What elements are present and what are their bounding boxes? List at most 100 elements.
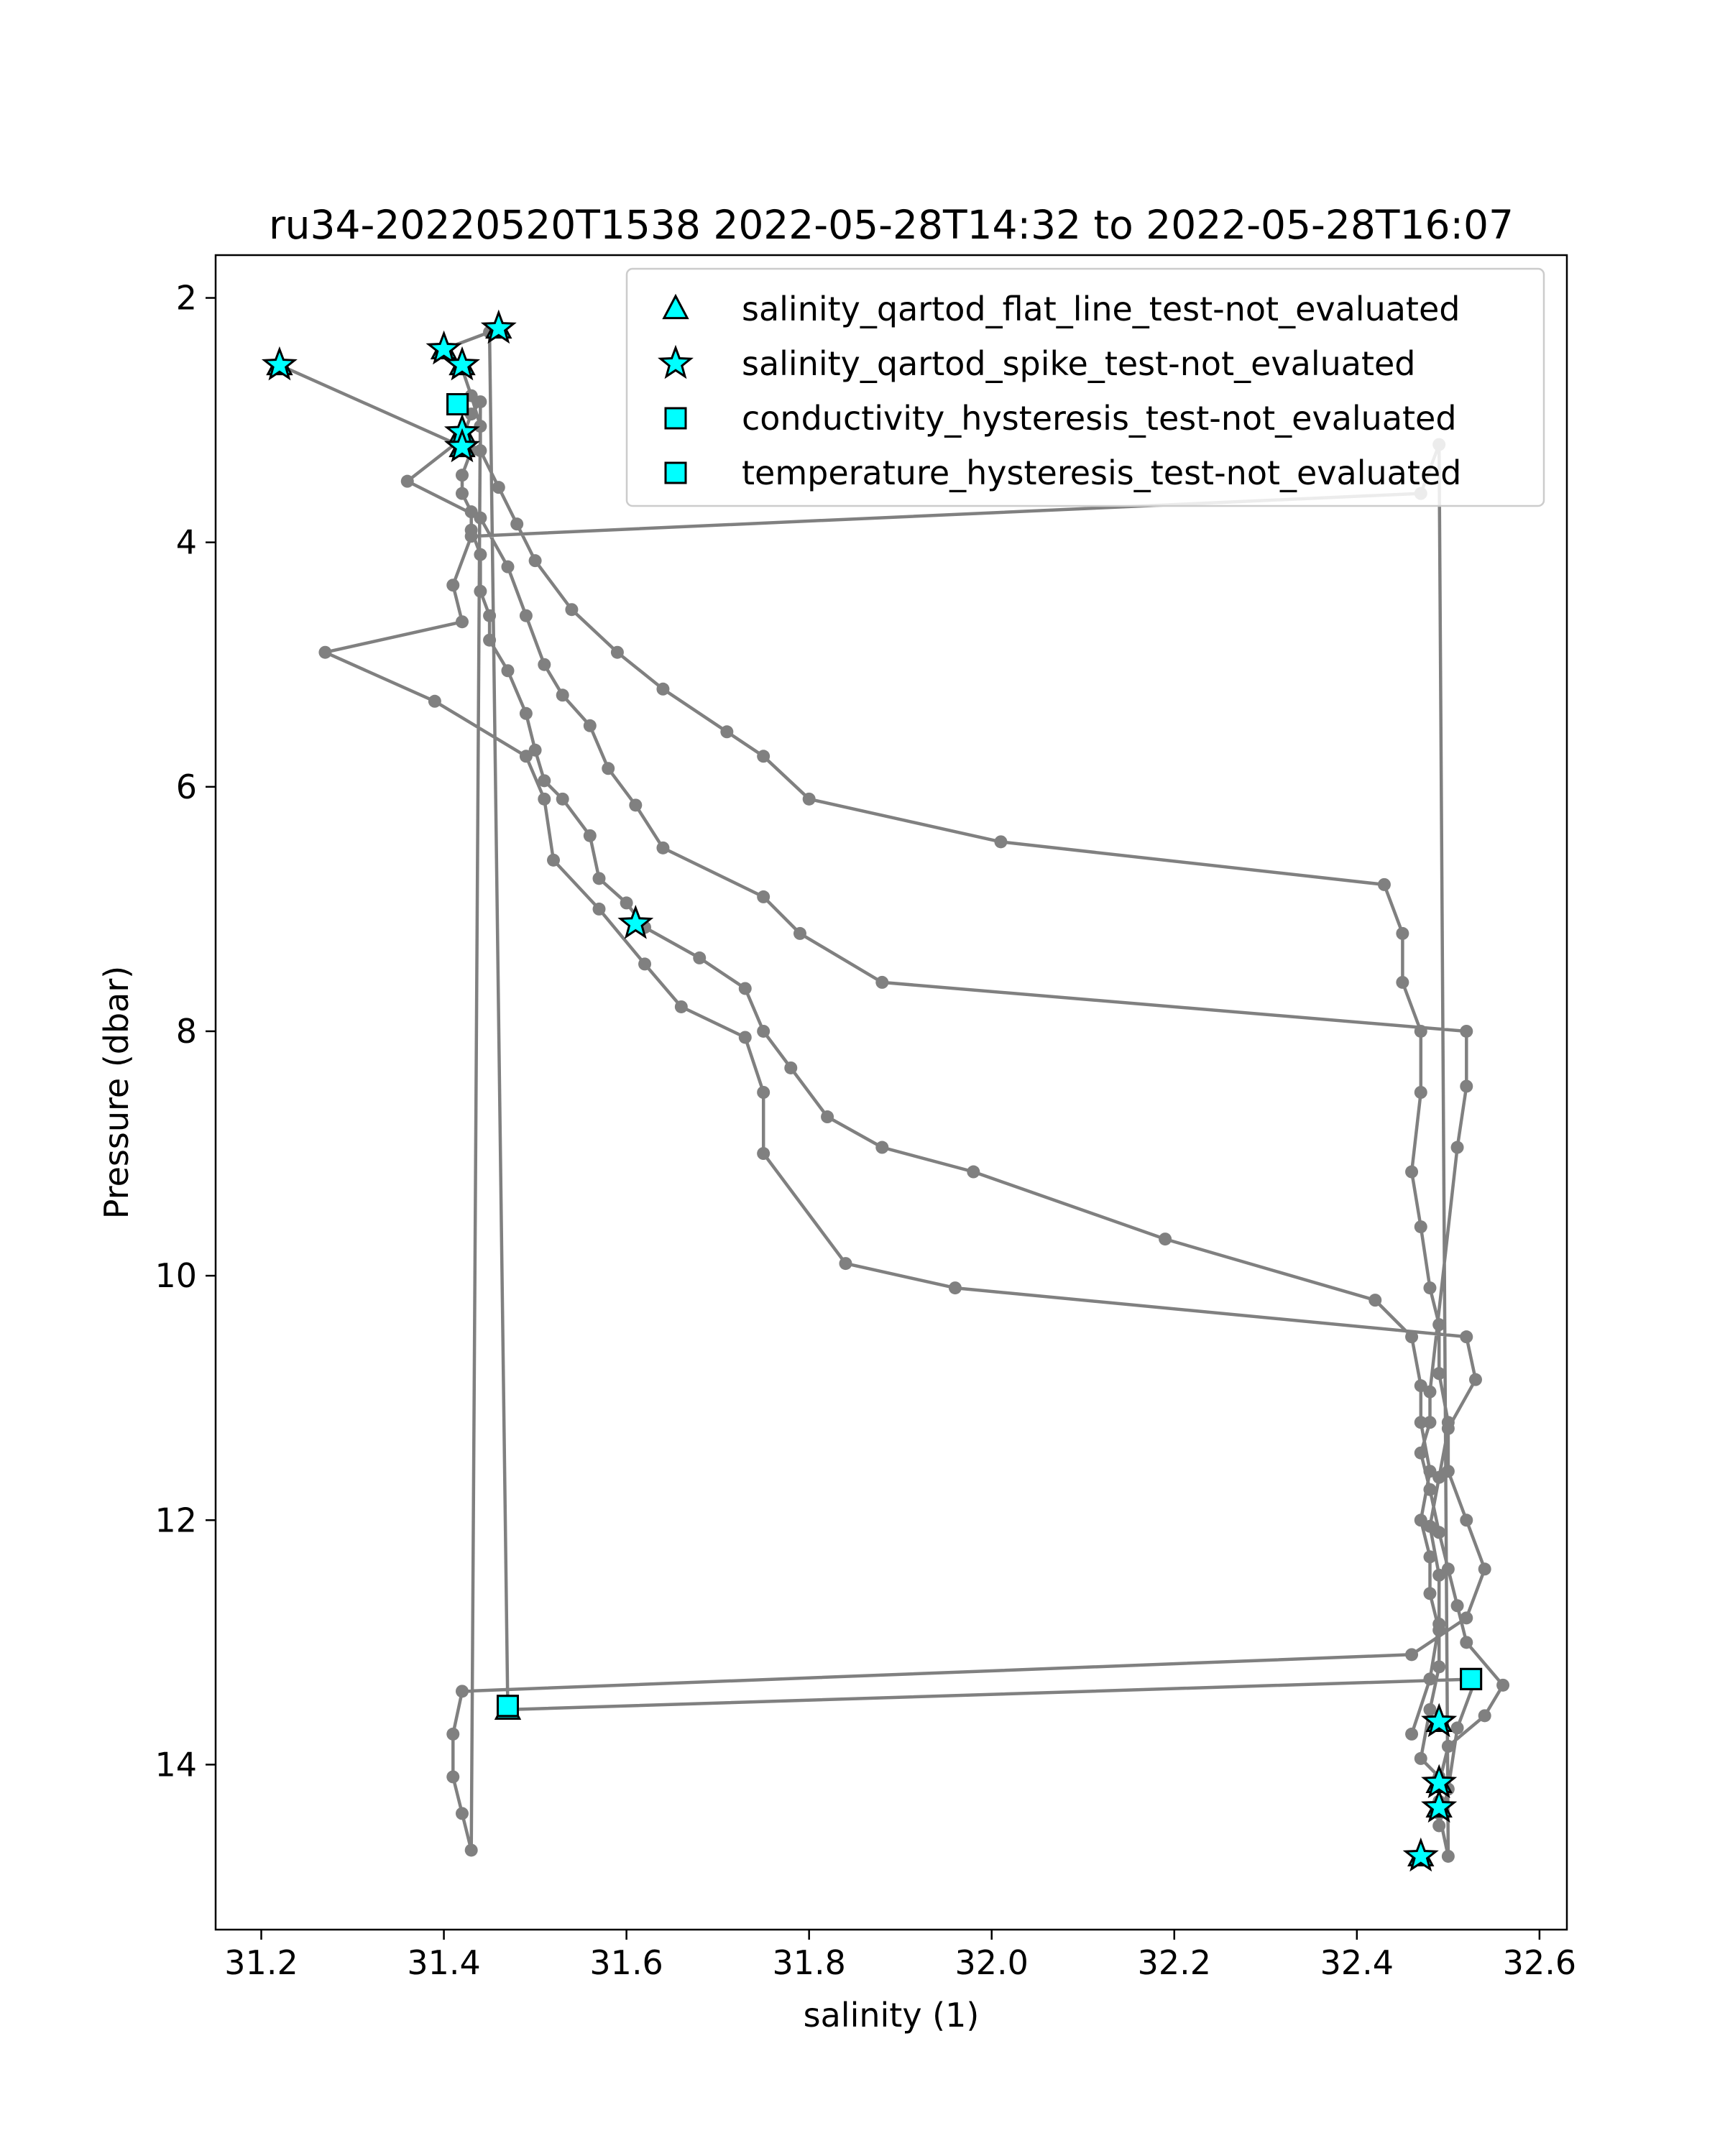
legend: salinity_qartod_flat_line_test-not_evalu… — [625, 267, 1545, 507]
profile-point — [400, 474, 414, 488]
profile-point — [483, 633, 497, 647]
profile-point — [1478, 1709, 1491, 1723]
profile-point — [1432, 1660, 1446, 1674]
chart-title: ru34-20220520T1538 2022-05-28T14:32 to 2… — [269, 202, 1514, 248]
profile-point — [1460, 1611, 1473, 1625]
profile-point — [538, 774, 551, 788]
y-tick-label: 14 — [155, 1745, 197, 1784]
star-marker — [426, 330, 462, 365]
profile-point — [1432, 1617, 1446, 1631]
profile-point — [1423, 1465, 1437, 1478]
profile-point — [1368, 1294, 1382, 1307]
profile-point — [757, 750, 770, 763]
y-tick-label: 2 — [176, 279, 197, 318]
profile-point — [738, 1031, 752, 1044]
legend-label: temperature_hysteresis_test-not_evaluate… — [742, 453, 1461, 492]
profile-point — [1432, 1470, 1446, 1484]
profile-point — [674, 1000, 688, 1013]
profile-point — [1450, 1599, 1464, 1613]
x-tick-label: 31.6 — [589, 1943, 663, 1982]
legend-star-marker — [658, 344, 694, 379]
profile-point — [464, 1843, 478, 1857]
profile-point — [994, 835, 1008, 849]
profile-point — [565, 603, 579, 617]
profile-point — [875, 975, 889, 989]
star-marker — [480, 309, 517, 344]
x-tick-label: 32.4 — [1320, 1943, 1394, 1982]
y-tick-label: 6 — [176, 768, 197, 806]
profile-point — [757, 890, 770, 903]
profile-point — [510, 517, 524, 531]
profile-point — [1423, 1550, 1437, 1564]
profile-point — [757, 1086, 770, 1099]
y-tick-label: 8 — [176, 1012, 197, 1051]
profile-point — [1423, 1416, 1437, 1429]
legend-label: conductivity_hysteresis_test-not_evaluat… — [742, 399, 1457, 438]
profile-point — [757, 1024, 770, 1038]
profile-point — [1441, 1465, 1455, 1478]
legend-label: salinity_qartod_flat_line_test-not_evalu… — [742, 290, 1460, 328]
profile-point — [474, 395, 487, 409]
profile-point — [519, 750, 533, 763]
star-marker — [443, 428, 480, 463]
profile-point — [592, 902, 606, 916]
plot-area — [261, 309, 1510, 1872]
profile-point — [1414, 1220, 1427, 1234]
profile-point — [948, 1281, 962, 1295]
profile-point — [875, 1141, 889, 1154]
profile-point — [1460, 1330, 1473, 1344]
profile-point — [610, 645, 624, 659]
profile-point — [1441, 1849, 1455, 1863]
profile-point — [1460, 1079, 1473, 1093]
profile-point — [474, 548, 487, 561]
profile-point — [592, 872, 606, 885]
profile-point — [1478, 1562, 1491, 1576]
profile-point — [474, 444, 487, 458]
profile-point — [455, 487, 469, 500]
profile-point — [1441, 1739, 1455, 1753]
x-tick-label: 31.4 — [407, 1943, 480, 1982]
profile-point — [720, 725, 734, 739]
x-tick-label: 32.6 — [1503, 1943, 1576, 1982]
profile-point — [1405, 1727, 1419, 1741]
star-marker — [1421, 1788, 1458, 1823]
profile-point — [501, 664, 515, 678]
profile-point — [1432, 1318, 1446, 1332]
profile-point — [528, 743, 542, 757]
profile-point — [1414, 1751, 1427, 1765]
profile-point — [757, 1147, 770, 1161]
profile-point — [1460, 1514, 1473, 1527]
profile-point — [1496, 1678, 1510, 1692]
profile-point — [446, 1770, 460, 1784]
profile-point — [1460, 1024, 1473, 1038]
star-marker — [617, 905, 654, 939]
legend-box — [625, 267, 1545, 507]
profile-point — [519, 609, 533, 622]
profile-point — [492, 481, 505, 494]
profile-point — [538, 658, 551, 671]
profile-point — [1414, 1416, 1427, 1429]
star-marker — [1421, 1703, 1458, 1738]
profile-point — [556, 792, 569, 806]
profile-point — [738, 982, 752, 995]
profile-point — [464, 505, 478, 519]
profile-point — [547, 853, 560, 867]
profile-point — [474, 511, 487, 525]
profile-point — [693, 951, 707, 964]
profile-point — [474, 420, 487, 433]
legend-square-marker — [664, 407, 687, 430]
profile-point — [1432, 1526, 1446, 1539]
y-axis-label: Pressure (dbar) — [97, 966, 136, 1219]
profile-point — [1423, 1483, 1437, 1496]
profile-point — [1450, 1141, 1464, 1154]
profile-point — [483, 609, 497, 622]
legend-square-marker — [664, 461, 687, 484]
x-axis: 31.2 31.4 31.6 31.8 32.0 32.2 32.4 32.6 — [224, 1930, 1576, 1982]
profile-point — [1414, 1446, 1427, 1460]
profile-point — [1423, 1672, 1437, 1686]
profile-point — [1159, 1233, 1172, 1246]
y-tick-label: 4 — [176, 523, 197, 562]
profile-point — [1377, 877, 1391, 891]
profile-point — [1414, 1024, 1427, 1038]
